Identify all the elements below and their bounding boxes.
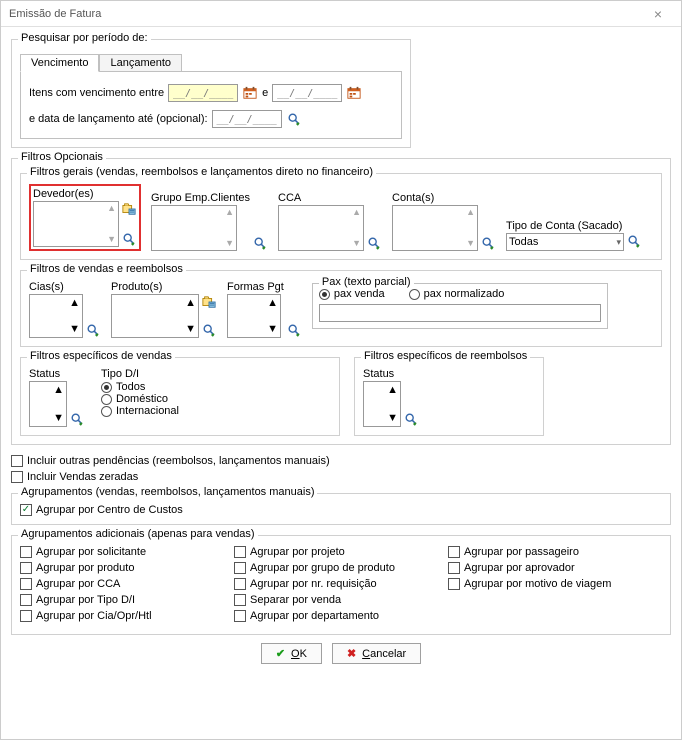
cancel-rest: ancelar [370, 648, 406, 660]
sales-refund-legend: Filtros de vendas e reembolsos [27, 263, 186, 275]
calendar-to-icon[interactable] [346, 85, 362, 101]
tipo-todos-radio[interactable]: Todos [101, 381, 179, 393]
grupo-list[interactable]: ▲▼ [151, 205, 237, 251]
agrup2-legend: Agrupamentos adicionais (apenas para ven… [18, 528, 258, 540]
cancel-icon: ✖ [347, 647, 356, 660]
general-filters-legend: Filtros gerais (vendas, reembolsos e lan… [27, 166, 376, 178]
cias-list[interactable]: ▲▼ [29, 294, 83, 338]
line1-mid: e [262, 87, 268, 99]
centro-checkbox[interactable] [20, 504, 32, 516]
produtos-open-icon[interactable] [201, 294, 217, 310]
produtos-label: Produto(s) [111, 281, 199, 293]
sales-specific-group: Filtros específicos de vendas Status ▲▼ [20, 357, 340, 436]
vstatus-label: Status [29, 368, 67, 380]
pax-group: Pax (texto parcial) pax venda pax normal… [312, 283, 608, 329]
line1-prefix: Itens com vencimento entre [29, 87, 164, 99]
chk-passageiro[interactable] [448, 546, 460, 558]
cca-search-icon[interactable] [366, 235, 382, 251]
sales-refund-filters-group: Filtros de vendas e reembolsos Cias(s) ▲… [20, 270, 662, 347]
agrup1-group: Agrupamentos (vendas, reembolsos, lançam… [11, 493, 671, 525]
search-period-group: Pesquisar por período de: Vencimento Lan… [11, 39, 411, 148]
grupo-search-icon[interactable] [252, 235, 268, 251]
cca-label: CCA [278, 192, 364, 204]
pax-input[interactable] [319, 304, 601, 322]
chk-solicitante[interactable] [20, 546, 32, 558]
tab-vencimento[interactable]: Vencimento [20, 54, 99, 72]
formas-list[interactable]: ▲▼ [227, 294, 281, 338]
cias-search-icon[interactable] [85, 322, 101, 338]
search-period-legend: Pesquisar por período de: [18, 32, 151, 44]
chk-sep-venda[interactable] [234, 594, 246, 606]
date-from[interactable]: __/__/____ [168, 84, 238, 102]
contas-list[interactable]: ▲▼ [392, 205, 478, 251]
cancel-button[interactable]: ✖Cancelar [332, 643, 421, 664]
ok-button[interactable]: ✔OK [261, 643, 322, 664]
vstatus-search-icon[interactable] [69, 411, 85, 427]
ok-rest: K [300, 648, 307, 660]
formas-label: Formas Pgt [227, 281, 284, 293]
date-lanc[interactable]: __/__/____ [212, 110, 282, 128]
refund-specific-legend: Filtros específicos de reembolsos [361, 350, 530, 362]
devedores-list[interactable]: ▲▼ [33, 201, 119, 247]
tipo-di-label: Tipo D/I [101, 368, 179, 380]
tab-lancamento[interactable]: Lançamento [99, 54, 182, 72]
devedores-label: Devedor(es) [33, 188, 119, 200]
devedores-open-icon[interactable] [121, 201, 137, 217]
agrup1-legend: Agrupamentos (vendas, reembolsos, lançam… [18, 486, 317, 498]
tipo-dom-radio[interactable]: Doméstico [101, 393, 179, 405]
tipo-int-radio[interactable]: Internacional [101, 405, 179, 417]
formas-search-icon[interactable] [286, 322, 302, 338]
rstatus-list[interactable]: ▲▼ [363, 381, 401, 427]
agrup2-group: Agrupamentos adicionais (apenas para ven… [11, 535, 671, 635]
rstatus-search-icon[interactable] [403, 411, 419, 427]
produtos-list[interactable]: ▲▼ [111, 294, 199, 338]
refund-specific-group: Filtros específicos de reembolsos Status… [354, 357, 544, 436]
titlebar: Emissão de Fatura × [1, 1, 681, 27]
vstatus-list[interactable]: ▲▼ [29, 381, 67, 427]
chk-projeto[interactable] [234, 546, 246, 558]
contas-search-icon[interactable] [480, 235, 496, 251]
incluir-zeradas-checkbox[interactable] [11, 471, 23, 483]
chk-motivo[interactable] [448, 578, 460, 590]
invoice-dialog: Emissão de Fatura × Pesquisar por períod… [0, 0, 682, 740]
rstatus-label: Status [363, 368, 401, 380]
devedores-search-icon[interactable] [121, 231, 137, 247]
cias-label: Cias(s) [29, 281, 83, 293]
chk-grupo-prod[interactable] [234, 562, 246, 574]
contas-label: Conta(s) [392, 192, 478, 204]
chk-aprovador[interactable] [448, 562, 460, 574]
calendar-from-icon[interactable] [242, 85, 258, 101]
chk-nr-req[interactable] [234, 578, 246, 590]
chk-cia[interactable] [20, 610, 32, 622]
tipo-conta-search-icon[interactable] [626, 233, 642, 249]
sales-specific-legend: Filtros específicos de vendas [27, 350, 175, 362]
chk-departamento[interactable] [234, 610, 246, 622]
date-to[interactable]: __/__/____ [272, 84, 342, 102]
check-icon: ✔ [276, 647, 285, 660]
tipo-conta-select[interactable]: Todas▾ [506, 233, 624, 251]
general-filters-group: Filtros gerais (vendas, reembolsos e lan… [20, 173, 662, 260]
grupo-label: Grupo Emp.Clientes [151, 192, 250, 204]
optional-filters-legend: Filtros Opcionais [18, 151, 106, 163]
chk-cca[interactable] [20, 578, 32, 590]
pax-venda-radio[interactable]: pax venda [319, 288, 385, 300]
line2-prefix: e data de lançamento até (opcional): [29, 113, 208, 125]
chk-tipo[interactable] [20, 594, 32, 606]
pax-norm-radio[interactable]: pax normalizado [409, 288, 505, 300]
search-lanc-icon[interactable] [286, 111, 302, 127]
window-title: Emissão de Fatura [9, 8, 643, 20]
chk-produto[interactable] [20, 562, 32, 574]
incluir-pend-checkbox[interactable] [11, 455, 23, 467]
tipo-conta-label: Tipo de Conta (Sacado) [506, 220, 642, 232]
devedores-highlight: Devedor(es) ▲▼ [29, 184, 141, 251]
optional-filters-group: Filtros Opcionais Filtros gerais (vendas… [11, 158, 671, 445]
pax-legend: Pax (texto parcial) [319, 276, 414, 288]
cca-list[interactable]: ▲▼ [278, 205, 364, 251]
produtos-search-icon[interactable] [201, 322, 217, 338]
close-icon[interactable]: × [643, 6, 673, 22]
